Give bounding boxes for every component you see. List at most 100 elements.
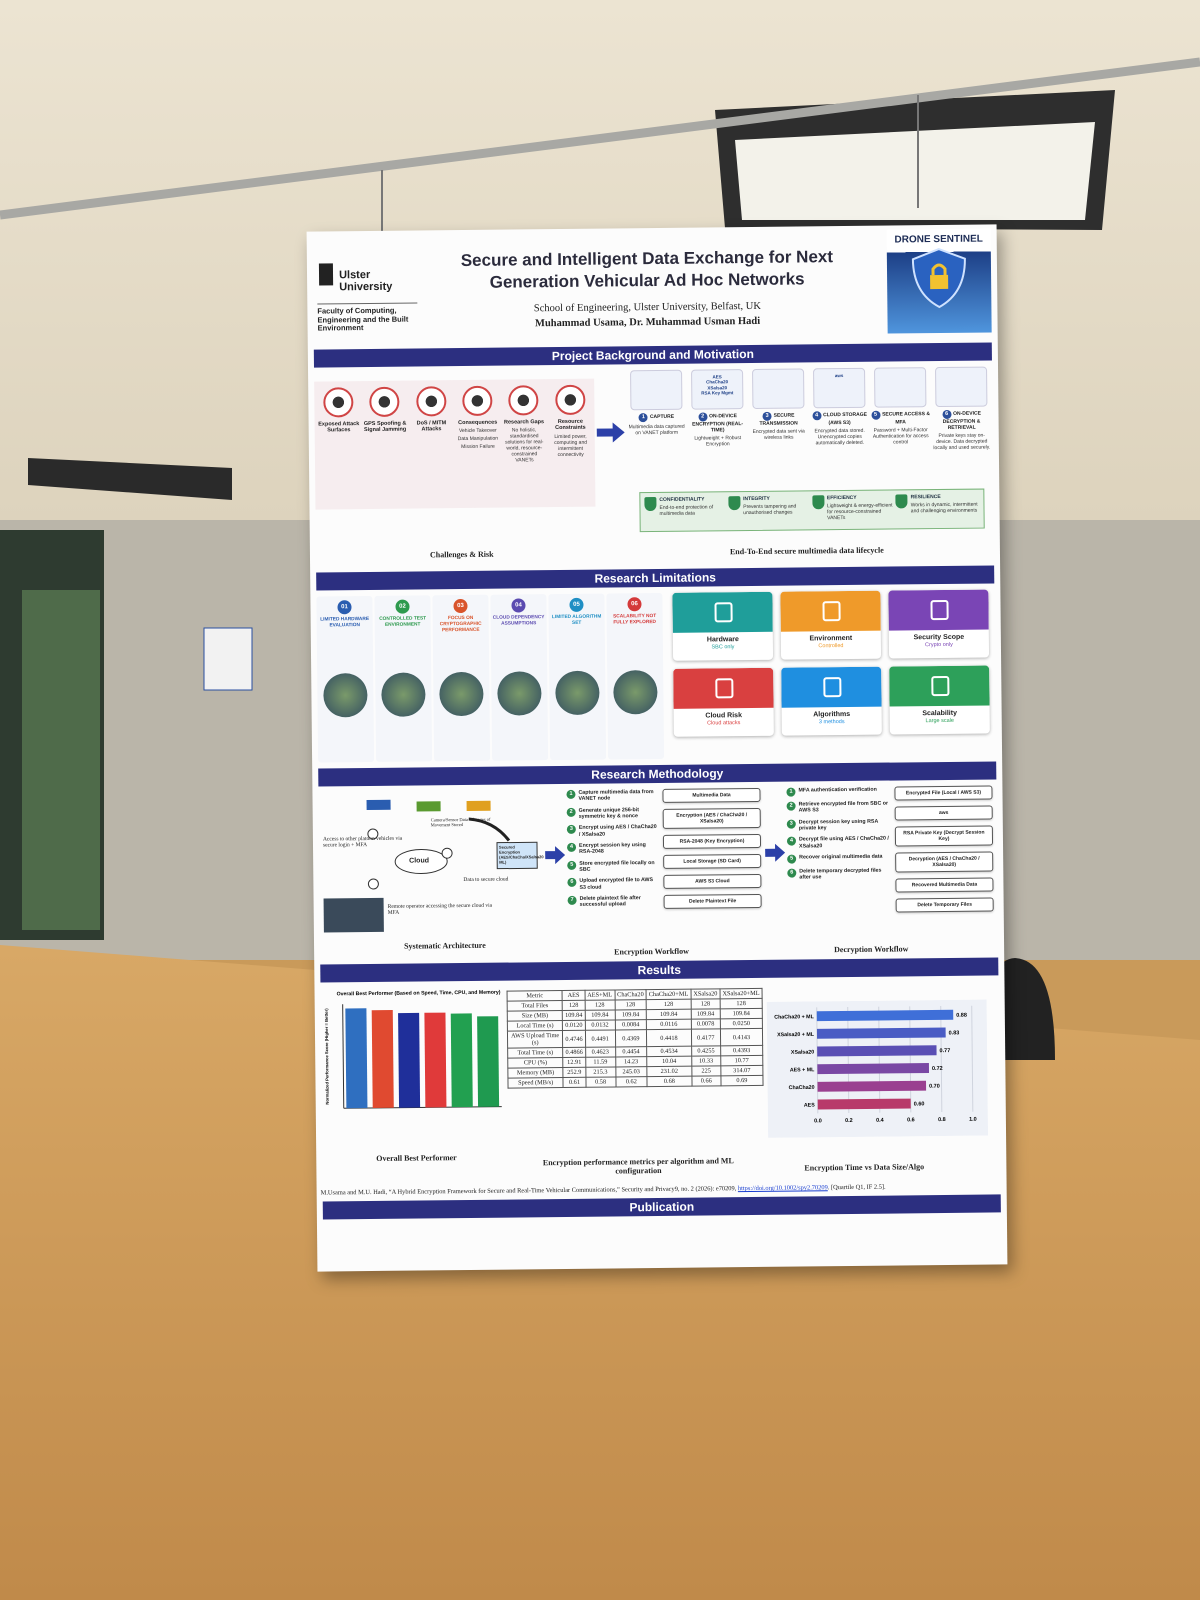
cell: 0.4623: [585, 1046, 616, 1058]
property-label: INTEGRITY: [743, 495, 770, 503]
small-light: [28, 458, 232, 500]
limitation-number: 06: [627, 597, 642, 612]
shield: [728, 496, 741, 511]
workflow-box: Local Storage (SD Card): [663, 853, 762, 869]
step-desc: Private keys stay on-device. Data decryp…: [933, 432, 991, 452]
label: Remote operator accessing the secure clo…: [387, 902, 493, 916]
column-header: ChaCha20+ML: [646, 989, 691, 1000]
bar: [398, 1012, 421, 1108]
step-desc: Encrypted data stored. Unencrypted copie…: [814, 427, 865, 447]
y-tick-label: XSalsa20 + ML: [777, 1032, 815, 1038]
limitation-label: FOCUS ON CRYPTOGRAPHIC PERFORMANCE: [439, 615, 482, 633]
workflow-step: 2 Generate unique 256-bit symmetric key &…: [566, 807, 659, 821]
column-header: XSalsa20+ML: [719, 988, 763, 999]
step-title: CAPTURE: [649, 413, 675, 421]
cell: 245.03: [615, 1066, 648, 1077]
cell: 0.62: [615, 1076, 648, 1087]
step-number: 2: [566, 807, 576, 817]
properties: CONFIDENTIALITY End-to-end protection of …: [639, 488, 985, 533]
challenge-label: Resource Constraints: [555, 418, 586, 432]
grid-line: [909, 1006, 912, 1113]
encryption-workflow: 1 Capture multimedia data from VANET node…: [566, 787, 763, 916]
y-tick-label: ChaCha20 + ML: [774, 1014, 814, 1020]
table-row: Speed (MB/s) 0.61 0.58 0.62 0.68 0.66 0.69: [507, 1075, 764, 1089]
badge: DRONE SENTINEL: [886, 228, 992, 334]
lifecycle-step: 3 SECURE TRANSMISSION Encrypted data sent …: [748, 368, 809, 453]
cell: 0.4255: [691, 1045, 721, 1057]
caption: Encryption Workflow: [614, 946, 689, 957]
workflow-step: 3 Decrypt session key using RSA private k…: [786, 818, 891, 832]
tile-label: Environment: [809, 634, 853, 643]
cell: 0.4534: [646, 1046, 692, 1057]
cell: 0.4418: [646, 1029, 692, 1047]
cell: 109.84: [584, 1009, 615, 1021]
step-desc: Password + Multi-Factor Authentication f…: [872, 427, 929, 446]
consequence: Data Manipulation: [457, 435, 499, 443]
workflow-box: Decryption (AES / ChaCha20 / XSalsa20): [895, 851, 994, 873]
cell: 128: [562, 1000, 585, 1011]
architecture-diagram: [323, 799, 538, 933]
challenge: Research Gaps No holistic, standardised s…: [502, 385, 548, 501]
step-text: Capture multimedia data from VANET node: [578, 789, 654, 803]
workflow-box: AWS S3 Cloud: [663, 873, 762, 889]
light-panel: [735, 122, 1095, 220]
challenges: Exposed Attack Surfaces GPS Spoofing & Si…: [314, 378, 596, 510]
workflow-box: Encrypted File (Local / AWS S3): [894, 785, 993, 801]
limitation-tile: Algorithms 3 methods: [781, 666, 882, 736]
workflow-box: Recovered Multimedia Data: [895, 877, 994, 893]
limitation-number: 04: [511, 598, 526, 613]
cell: 0.61: [563, 1077, 586, 1088]
bar: [345, 1008, 368, 1109]
step-label: 1 CAPTURE: [626, 413, 686, 423]
cell: 0.4454: [615, 1046, 647, 1057]
step-text: Delete temporary decrypted files after u…: [799, 867, 882, 881]
limitation-number: 01: [337, 600, 352, 615]
grid-line: [940, 1006, 943, 1113]
limitation: 04 CLOUD DEPENDENCY ASSUMPTIONS: [490, 594, 549, 761]
chart-title: Overall Best Performer (Based on Speed, …: [337, 990, 501, 998]
cell: Total Time (s): [507, 1047, 564, 1059]
cell: 0.4491: [585, 1029, 616, 1048]
university: Ulster University: [317, 268, 417, 293]
limitation-label: CLOUD DEPENDENCY ASSUMPTIONS: [492, 615, 545, 627]
lifecycle-step: AES ChaCha20 XSalsa20 RSA Key Mgmt 2 ON-DEVIC…: [687, 369, 748, 454]
step-number: 4: [786, 836, 797, 847]
step-label: 4 CLOUD STORAGE (AWS S3): [809, 411, 869, 427]
challenge-icon: [323, 387, 354, 418]
lifecycle-step: 6 ON-DEVICE DECRYPTION & RETRIEVAL Private…: [931, 366, 992, 451]
shield: [811, 495, 825, 510]
y-tick-label: XSalsa20: [791, 1050, 814, 1056]
logo: Ulster University Faculty of Computing, …: [317, 268, 418, 334]
step-desc: Lightweight + Robust Encryption: [694, 435, 742, 448]
property-desc: Works in dynamic, intermittent and chall…: [910, 501, 978, 515]
step-number: 3: [566, 825, 576, 835]
cell: 10.77: [720, 1055, 763, 1066]
limitation-list: 01 LIMITED HARDWARE EVALUATION 02 CONTROLLE…: [316, 592, 666, 763]
cell: 12.91: [563, 1057, 586, 1068]
challenge-label: DoS / MITM Attacks: [416, 420, 447, 433]
property-label: EFFICIENCY: [826, 494, 857, 502]
step-icon: [752, 368, 805, 409]
workflow-box: Delete Plaintext File: [663, 893, 762, 909]
step-tag: aws: [834, 373, 844, 379]
challenge-icon: [508, 385, 539, 416]
cell: 0.4746: [562, 1030, 586, 1048]
step-number: 1: [638, 413, 648, 423]
limitation-label: LIMITED HARDWARE EVALUATION: [320, 617, 370, 629]
limitation: 01 LIMITED HARDWARE EVALUATION: [316, 595, 375, 763]
challenge-icon: [462, 385, 493, 417]
bar: [424, 1012, 447, 1108]
cell: 128: [584, 999, 615, 1011]
step-icon: aws: [813, 367, 866, 409]
limitation-number: 05: [569, 597, 584, 612]
step-title: SECURE ACCESS & MFA: [882, 411, 930, 426]
bar: [817, 1080, 927, 1092]
step-number: 2: [698, 412, 708, 422]
authors: Muhammad Usama, Dr. Muhammad Usman Hadi: [534, 315, 761, 330]
arrow: [765, 843, 786, 862]
cell: 0.0132: [584, 1019, 615, 1031]
doi-link[interactable]: https://doi.org/10.1002/spy2.70209: [737, 1184, 828, 1193]
y-axis-label: Normalized Performance Score (Higher = B…: [324, 1008, 330, 1105]
grid-line: [878, 1006, 881, 1113]
challenge: Exposed Attack Surfaces: [316, 387, 362, 503]
